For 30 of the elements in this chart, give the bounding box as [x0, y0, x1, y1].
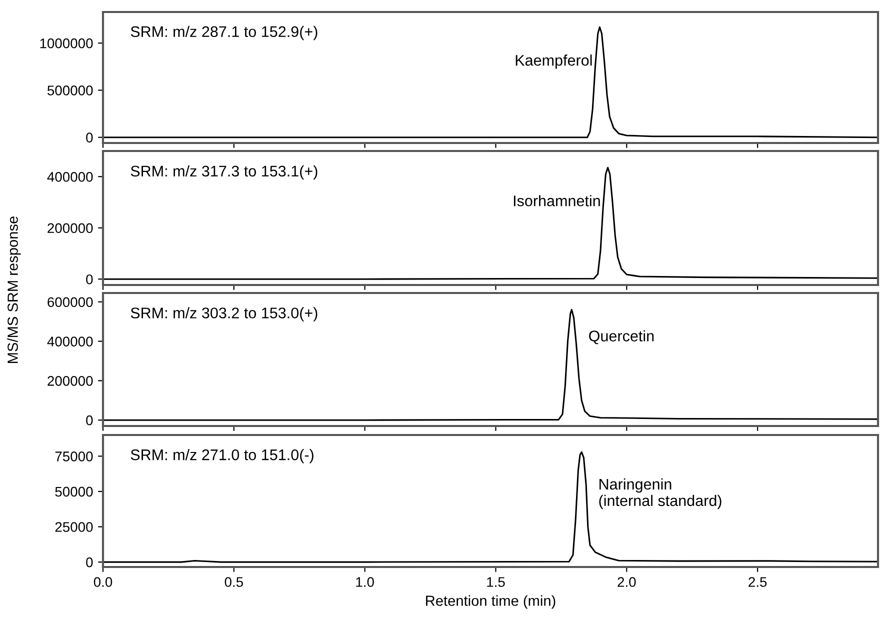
y-tick-label: 600000: [48, 297, 93, 308]
y-tick-label: 50000: [55, 486, 93, 497]
y-tick-label: 0: [86, 132, 93, 143]
y-tick-label: 400000: [47, 336, 93, 346]
x-tick-label: 1.5: [487, 577, 505, 587]
x-tick-label: 1.0: [356, 577, 374, 587]
y-tick-label: 500000: [47, 86, 93, 96]
y-tick-label: 75000: [55, 452, 93, 462]
y-tick-label: 0: [86, 274, 93, 284]
annotation: SRM: m/z 317.3 to 153.1(+): [130, 165, 318, 180]
annotation: Kaempferol: [516, 54, 592, 69]
annotation: SRM: m/z 271.0 to 151.0(-): [130, 449, 314, 464]
y-tick-label: 0: [86, 557, 93, 568]
y-tick-label: 1000000: [40, 38, 93, 48]
x-tick-label: 0.5: [224, 577, 243, 587]
y-tick-label: 400000: [47, 172, 93, 182]
annotation: SRM: m/z 287.1 to 152.9(+): [130, 26, 318, 40]
y-tick-label: 25000: [55, 522, 93, 532]
x-tick-label: 2.0: [618, 577, 636, 587]
y-tick-label: 200000: [48, 376, 93, 386]
annotation: Naringenin (internal standard): [599, 478, 722, 510]
annotation: Isorhamnetin: [514, 195, 600, 206]
y-axis-title: MS/MS SRM response: [7, 216, 21, 363]
annotation: SRM: m/z 303.2 to 153.0(+): [130, 307, 318, 322]
y-tick-label: 0: [86, 415, 93, 426]
x-tick-label: 2.5: [748, 577, 767, 587]
x-axis-title: Retention time (min): [426, 595, 556, 609]
x-tick-label: 0.0: [94, 577, 112, 587]
y-tick-label: 200000: [48, 223, 93, 234]
annotation: Quercetin: [589, 330, 654, 344]
